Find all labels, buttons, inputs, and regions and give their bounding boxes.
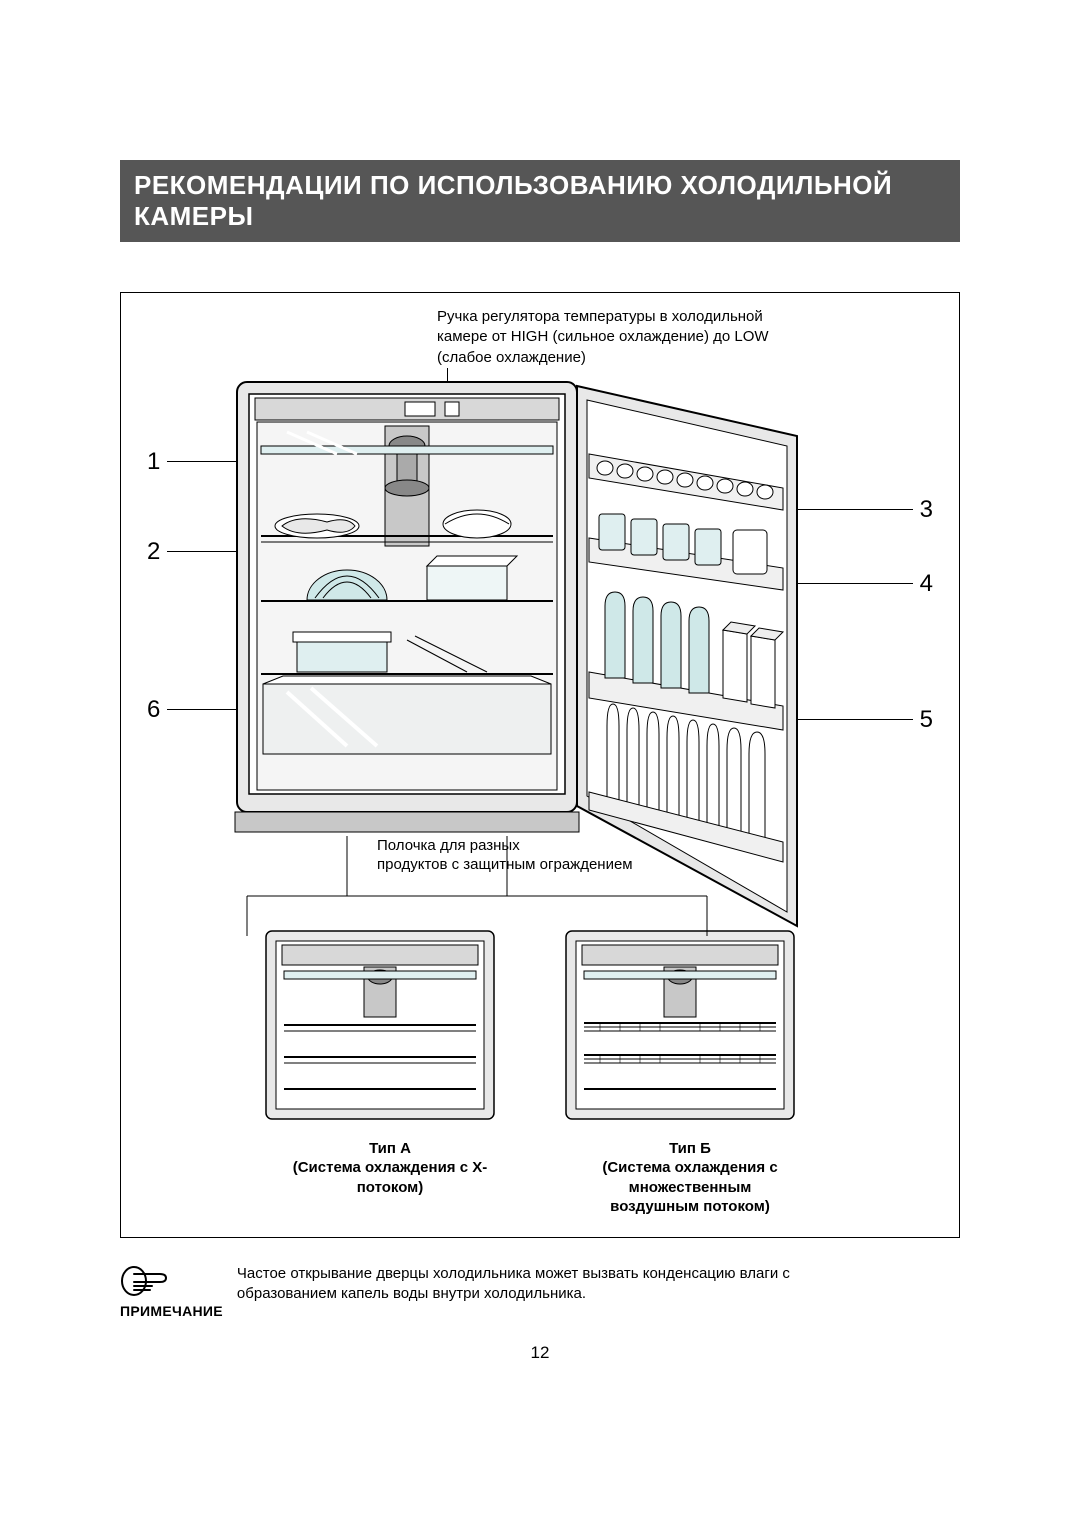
sub-panel-a xyxy=(260,925,520,1125)
main-fridge-diagram: 1 2 6 3 4 5 xyxy=(147,376,933,936)
sub-a-title: Тип А xyxy=(369,1140,411,1157)
temp-regulator-description: Ручка регулятора температуры в холодильн… xyxy=(437,307,933,368)
sub-b-title: Тип Б xyxy=(669,1140,711,1157)
sub-captions: Тип А (Система охлаждения с Х-потоком) Т… xyxy=(147,1131,933,1217)
sub-a-sub: (Система охлаждения с Х-потоком) xyxy=(293,1159,488,1196)
note-label: ПРИМЕЧАНИЕ xyxy=(120,1302,223,1321)
note-icon-column: ПРИМЕЧАНИЕ xyxy=(120,1264,223,1321)
callout-6: 6 xyxy=(147,696,160,724)
sub-b-sub2: воздушным потоком) xyxy=(610,1198,770,1215)
fridge-svg xyxy=(227,376,847,936)
callout-1: 1 xyxy=(147,448,160,476)
temp-desc-line3: (слабое охлаждение) xyxy=(437,349,586,366)
note-text: Частое открывание дверцы холодильника мо… xyxy=(237,1264,790,1305)
note-line2: образованием капель воды внутри холодиль… xyxy=(237,1285,586,1302)
sub-caption-b: Тип Б (Система охлаждения с множественны… xyxy=(560,1139,820,1217)
hand-point-icon xyxy=(120,1264,176,1298)
sub-panels-row xyxy=(147,925,933,1125)
temp-desc-line1: Ручка регулятора температуры в холодильн… xyxy=(437,308,763,325)
figure-container: Ручка регулятора температуры в холодильн… xyxy=(120,292,960,1238)
page-title: РЕКОМЕНДАЦИИ ПО ИСПОЛЬЗОВАНИЮ ХОЛОДИЛЬНО… xyxy=(134,170,892,231)
sub-panel-b-svg xyxy=(560,925,800,1125)
sub-b-sub: (Система охлаждения с множественным xyxy=(602,1159,777,1196)
callout-2: 2 xyxy=(147,538,160,566)
fridge-illustration xyxy=(227,376,847,936)
note-line1: Частое открывание дверцы холодильника мо… xyxy=(237,1265,790,1282)
page-number: 12 xyxy=(120,1343,960,1363)
sub-caption-a: Тип А (Система охлаждения с Х-потоком) xyxy=(260,1139,520,1217)
sub-panel-b xyxy=(560,925,820,1125)
page-title-bar: РЕКОМЕНДАЦИИ ПО ИСПОЛЬЗОВАНИЮ ХОЛОДИЛЬНО… xyxy=(120,160,960,242)
callout-5: 5 xyxy=(920,706,933,734)
temp-desc-line2: камере от HIGH (сильное охлаждение) до L… xyxy=(437,328,769,345)
sub-panel-a-svg xyxy=(260,925,500,1125)
callout-4: 4 xyxy=(920,570,933,598)
callout-3: 3 xyxy=(920,496,933,524)
note-section: ПРИМЕЧАНИЕ Частое открывание дверцы холо… xyxy=(120,1264,960,1321)
